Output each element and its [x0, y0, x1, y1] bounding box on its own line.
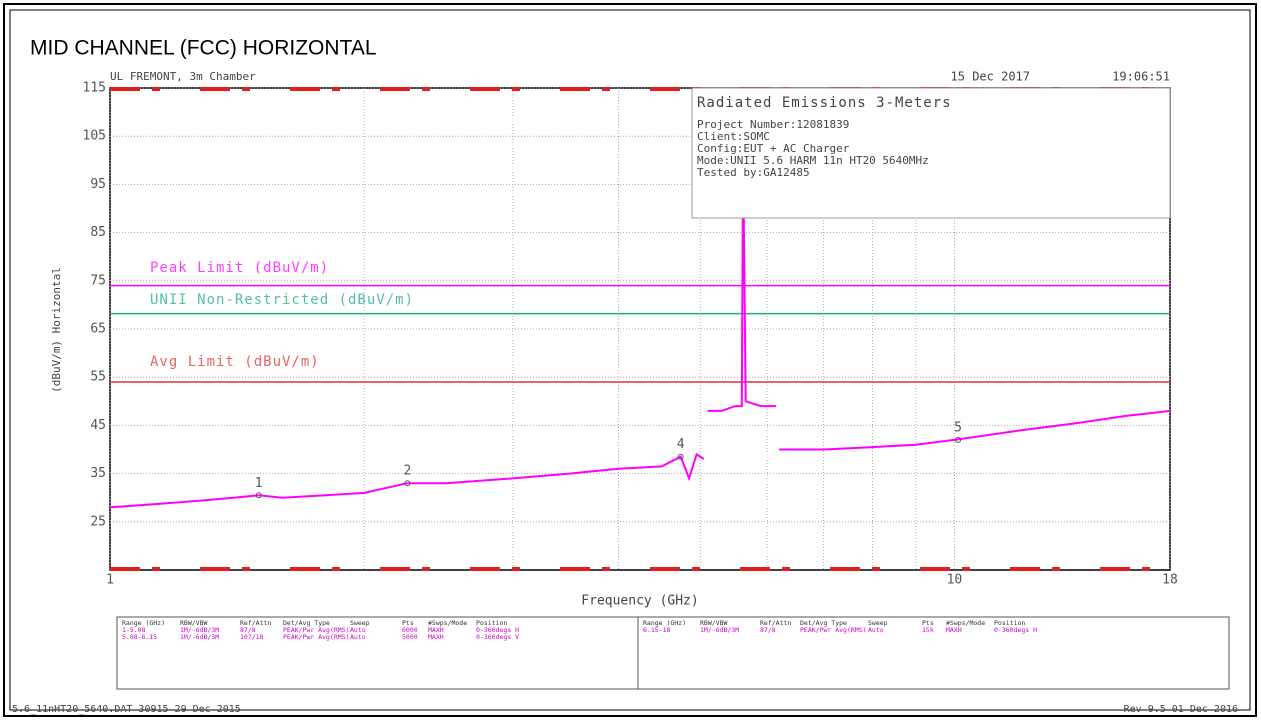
table-header: Pts	[922, 619, 934, 627]
limit-label: Peak Limit (dBuV/m)	[150, 260, 329, 276]
y-tick-label: 35	[90, 466, 106, 481]
table-cell: 1M/-6dB/3M	[180, 626, 219, 634]
limit-label: Avg Limit (dBuV/m)	[150, 354, 320, 370]
y-tick-label: 45	[90, 418, 106, 433]
y-tick-label: 85	[90, 225, 106, 240]
table-header: #Swps/Mode	[946, 619, 985, 627]
table-cell: 5000	[402, 633, 418, 641]
table-cell: 5.08-6.15	[122, 633, 157, 641]
table-cell: MAXH	[428, 626, 444, 634]
table-cell: Auto	[350, 633, 366, 641]
marker-label: 2	[403, 464, 411, 479]
x-axis-label: Frequency (GHz)	[581, 594, 698, 609]
y-axis-label: (dBuV/m) Horizontal	[50, 267, 63, 393]
table-cell: MAXH	[946, 626, 962, 634]
limit-label: UNII Non-Restricted (dBuV/m)	[150, 292, 414, 308]
footer-file: 5.6_11nHT20_5640.DAT 30915 29 Dec 2015	[12, 704, 241, 715]
table-cell: Auto	[350, 626, 366, 634]
table-header: Ref/Attn	[760, 619, 791, 627]
time: 19:06:51	[1112, 70, 1170, 84]
footer-rev: Rev 9.5 01 Dec 2016	[1124, 704, 1238, 715]
x-tick-label: 1	[106, 573, 114, 588]
table-cell: PEAK/Pwr Avg(RMS)	[283, 626, 350, 634]
table-cell: MAXH	[428, 633, 444, 641]
site: UL FREMONT, 3m Chamber	[110, 70, 256, 83]
table-header: Pts	[402, 619, 414, 627]
y-tick-label: 65	[90, 322, 106, 337]
table-cell: 1M/-6dB/3M	[180, 633, 219, 641]
table-header: Ref/Attn	[240, 619, 271, 627]
y-tick-label: 105	[83, 129, 106, 144]
page-title: MID CHANNEL (FCC) HORIZONTAL	[30, 37, 377, 60]
y-tick-label: 55	[90, 370, 106, 385]
x-tick-label: 18	[1162, 573, 1178, 588]
table-header: Sweep	[868, 619, 888, 627]
table-header: #Swps/Mode	[428, 619, 467, 627]
table-cell: 0-360degs V	[476, 633, 519, 641]
marker-label: 1	[255, 476, 263, 491]
outer-border	[3, 3, 1257, 717]
table-header: Range (GHz)	[122, 619, 165, 627]
table-cell: 6000	[402, 626, 418, 634]
table-cell: PEAK/Pwr Avg(RMS)	[283, 633, 350, 641]
table-cell: 15k	[922, 626, 934, 634]
table-cell: PEAK/Pwr Avg(RMS)	[800, 626, 867, 634]
y-tick-label: 95	[90, 177, 106, 192]
y-tick-label: 115	[83, 81, 106, 96]
trace	[109, 155, 1171, 509]
table-cell: 87/8	[760, 626, 776, 634]
table-cell: 1-5.08	[122, 626, 146, 634]
info-line: Project Number:12081839	[697, 118, 849, 131]
table-header: RBW/VBW	[700, 619, 727, 627]
table-cell: 0-360degs H	[994, 626, 1037, 634]
marker-label: 4	[677, 437, 685, 452]
table-cell: 107/18	[240, 633, 264, 641]
marker-point	[677, 453, 684, 460]
table-header: Det/Avg Type	[800, 619, 847, 627]
marker-point	[955, 436, 962, 443]
x-tick-label: 10	[947, 573, 963, 588]
marker-point	[255, 492, 262, 499]
y-tick-label: 75	[90, 273, 106, 288]
table-header: Position	[994, 619, 1025, 627]
table-header: Range (GHz)	[643, 619, 686, 627]
date: 15 Dec 2017	[951, 70, 1030, 84]
table-header: Sweep	[350, 619, 370, 627]
info-title: Radiated Emissions 3-Meters	[697, 95, 952, 111]
table-header: RBW/VBW	[180, 619, 207, 627]
marker-point	[404, 480, 411, 487]
inner-border	[9, 9, 1251, 711]
settings-table-frame	[116, 616, 1230, 690]
info-line: Config:EUT + AC Charger	[697, 142, 850, 155]
table-cell: Auto	[868, 626, 884, 634]
table-cell: 0-360degs H	[476, 626, 519, 634]
info-box	[691, 87, 1171, 219]
info-line: Client:SOMC	[697, 130, 770, 143]
marker-label: 5	[954, 420, 962, 435]
table-header: Det/Avg Type	[283, 619, 330, 627]
table-cell: 1M/-6dB/3M	[700, 626, 739, 634]
info-line: Mode:UNII 5.6 HARM 11n HT20 5640MHz	[697, 154, 929, 167]
y-tick-label: 25	[90, 514, 106, 529]
table-cell: 87/8	[240, 626, 256, 634]
table-cell: 6.15-18	[643, 626, 670, 634]
table-header: Position	[476, 619, 507, 627]
info-line: Tested by:GA12485	[697, 166, 810, 179]
